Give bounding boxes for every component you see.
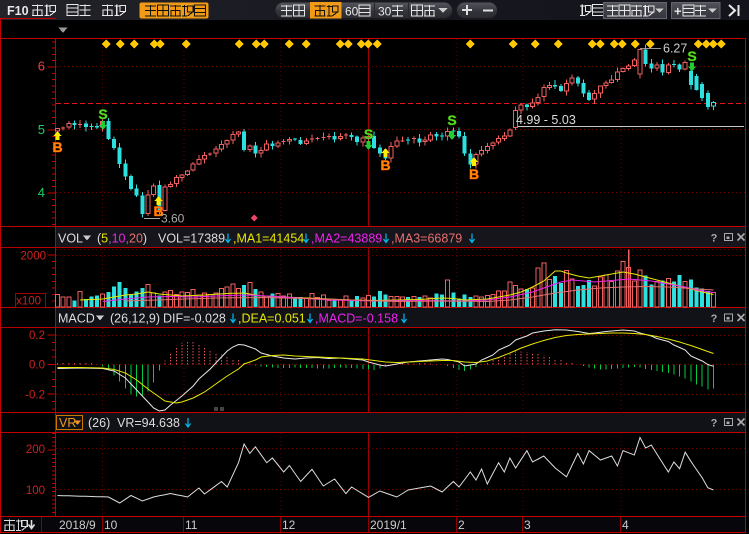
svg-text:VR: VR: [59, 416, 76, 430]
svg-text:F10: F10: [7, 4, 29, 18]
svg-text:+: +: [674, 4, 682, 19]
svg-text:x100: x100: [16, 296, 41, 308]
svg-text:B: B: [153, 203, 163, 219]
svg-text:,MA1=41454: ,MA1=41454: [233, 232, 304, 246]
svg-text:4: 4: [622, 518, 629, 532]
svg-text:6.27: 6.27: [663, 42, 687, 56]
svg-text:2018/9: 2018/9: [59, 518, 96, 532]
svg-text:(26,12,9): (26,12,9): [110, 312, 160, 326]
svg-text:?: ?: [711, 313, 718, 325]
svg-text:S: S: [98, 106, 107, 122]
svg-text:30: 30: [378, 5, 392, 19]
svg-text:0.0: 0.0: [29, 360, 45, 372]
svg-text:2019/1: 2019/1: [370, 518, 407, 532]
svg-text:,MACD=-0.158: ,MACD=-0.158: [315, 312, 398, 326]
svg-text:B: B: [380, 157, 390, 173]
svg-text:MACD: MACD: [58, 312, 95, 326]
svg-text:DIF=-0.028: DIF=-0.028: [163, 312, 226, 326]
svg-text:VR=94.638: VR=94.638: [117, 416, 180, 430]
svg-text:12: 12: [282, 518, 296, 532]
svg-text:,MA3=66879: ,MA3=66879: [391, 232, 462, 246]
svg-text:2: 2: [458, 518, 465, 532]
svg-text:3: 3: [524, 518, 531, 532]
svg-text:4: 4: [38, 185, 45, 200]
svg-text:VOL=17389: VOL=17389: [158, 232, 225, 246]
svg-text:VOL: VOL: [58, 232, 83, 246]
svg-text:,MA2=43889: ,MA2=43889: [311, 232, 382, 246]
svg-text:-0.2: -0.2: [25, 390, 45, 402]
svg-text:0.2: 0.2: [29, 330, 45, 342]
svg-text:2000: 2000: [20, 251, 46, 263]
svg-text:(5,10,20): (5,10,20): [97, 232, 147, 246]
svg-text:B: B: [469, 166, 479, 182]
svg-text:100: 100: [26, 485, 45, 497]
svg-text:3.60: 3.60: [161, 212, 185, 226]
svg-text:,DEA=0.051: ,DEA=0.051: [238, 312, 306, 326]
svg-text:S: S: [447, 112, 456, 128]
svg-text:60: 60: [345, 5, 359, 19]
svg-text:11: 11: [185, 518, 198, 532]
svg-text:B: B: [52, 139, 62, 155]
svg-text:S: S: [364, 126, 373, 142]
svg-text:(26): (26): [88, 416, 110, 430]
svg-text:4.99 - 5.03: 4.99 - 5.03: [516, 113, 576, 127]
svg-text:200: 200: [26, 444, 45, 456]
svg-text:10: 10: [104, 518, 118, 532]
svg-text:?: ?: [711, 233, 718, 245]
svg-text:6: 6: [38, 59, 45, 74]
svg-text:5: 5: [38, 122, 45, 137]
svg-text:?: ?: [711, 418, 718, 430]
svg-text:S: S: [687, 48, 696, 64]
